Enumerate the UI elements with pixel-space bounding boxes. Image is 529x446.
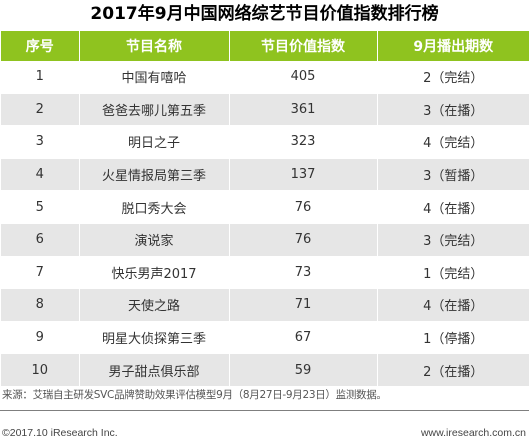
column-header-episodes: 9月播出期数: [377, 31, 529, 61]
source-note: 来源：艾瑞自主研发SVC品牌赞助效果评估模型9月（8月27日-9月23日）监测数…: [2, 389, 387, 401]
table-row: 7 快乐男声2017 73 1（完结）: [1, 256, 529, 290]
table-row: 8 天使之路 71 4（在播）: [1, 288, 529, 322]
table-row: 3 明日之子 323 4（完结）: [1, 125, 529, 159]
cell-program-name: 明星大侦探第三季: [79, 321, 230, 355]
cell-episodes: 1（完结）: [377, 256, 529, 290]
cell-program-name: 快乐男声2017: [79, 256, 230, 290]
ranking-table: 序号 节目名称 节目价值指数 9月播出期数 1 中国有嘻哈 405 2（完结） 2 爸爸去…: [1, 31, 529, 387]
cell-program-name: 明日之子: [79, 125, 230, 159]
cell-rank: 5: [1, 190, 80, 224]
cell-value-index: 67: [229, 321, 378, 355]
cell-program-name: 天使之路: [79, 288, 230, 322]
table-row: 6 演说家 76 3（完结）: [1, 223, 529, 257]
cell-rank: 9: [1, 321, 80, 355]
cell-value-index: 71: [229, 288, 378, 322]
column-header-rank: 序号: [1, 31, 80, 61]
column-header-value-index: 节目价值指数: [229, 31, 378, 61]
cell-rank: 10: [1, 353, 80, 387]
cell-value-index: 361: [229, 93, 378, 127]
cell-value-index: 76: [229, 190, 378, 224]
table-row: 5 脱口秀大会 76 4（在播）: [1, 190, 529, 224]
table-header: 序号 节目名称 节目价值指数 9月播出期数: [1, 31, 529, 61]
cell-value-index: 59: [229, 353, 378, 387]
cell-episodes: 1（停播）: [377, 321, 529, 355]
copyright-text: ©2017.10 iResearch Inc.: [2, 427, 118, 439]
cell-rank: 7: [1, 256, 80, 290]
table-row: 2 爸爸去哪儿第五季 361 3（在播）: [1, 93, 529, 127]
cell-rank: 1: [1, 61, 80, 94]
cell-rank: 8: [1, 288, 80, 322]
cell-value-index: 323: [229, 125, 378, 159]
cell-rank: 6: [1, 223, 80, 257]
website-text: www.iresearch.com.cn: [420, 427, 526, 439]
chart-title: 2017年9月中国网络综艺节目价值指数排行榜: [90, 4, 439, 24]
cell-rank: 4: [1, 158, 80, 192]
table-row: 4 火星情报局第三季 137 3（暂播）: [1, 158, 529, 192]
header-row: 序号 节目名称 节目价值指数 9月播出期数: [1, 31, 529, 61]
table-row: 1 中国有嘻哈 405 2（完结）: [1, 61, 529, 94]
cell-rank: 3: [1, 125, 80, 159]
cell-rank: 2: [1, 93, 80, 127]
cell-episodes: 2（完结）: [377, 61, 529, 94]
cell-program-name: 演说家: [79, 223, 230, 257]
cell-value-index: 76: [229, 223, 378, 257]
cell-episodes: 4（在播）: [377, 190, 529, 224]
cell-value-index: 405: [229, 61, 378, 94]
footer-divider: [0, 410, 529, 411]
cell-episodes: 3（暂播）: [377, 158, 529, 192]
cell-value-index: 137: [229, 158, 378, 192]
cell-episodes: 4（在播）: [377, 288, 529, 322]
cell-episodes: 3（完结）: [377, 223, 529, 257]
cell-value-index: 73: [229, 256, 378, 290]
cell-program-name: 脱口秀大会: [79, 190, 230, 224]
cell-episodes: 4（完结）: [377, 125, 529, 159]
cell-program-name: 火星情报局第三季: [79, 158, 230, 192]
table-row: 10 男子甜点俱乐部 59 2（在播）: [1, 353, 529, 387]
cell-program-name: 中国有嘻哈: [79, 61, 230, 94]
table-body: 1 中国有嘻哈 405 2（完结） 2 爸爸去哪儿第五季 361 3（在播） 3 明日之子 323 4…: [1, 61, 529, 387]
cell-program-name: 男子甜点俱乐部: [79, 353, 230, 387]
table-row: 9 明星大侦探第三季 67 1（停播）: [1, 321, 529, 355]
cell-episodes: 3（在播）: [377, 93, 529, 127]
cell-program-name: 爸爸去哪儿第五季: [79, 93, 230, 127]
cell-episodes: 2（在播）: [377, 353, 529, 387]
column-header-program-name: 节目名称: [79, 31, 230, 61]
